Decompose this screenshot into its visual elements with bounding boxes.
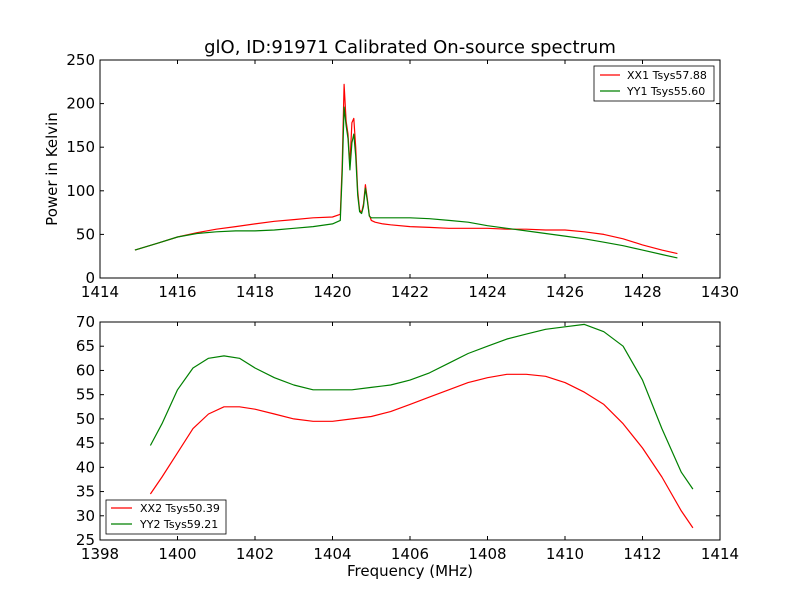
top-y-axis-label: Power in Kelvin (43, 112, 61, 226)
bottom-series-line-green (149, 323, 694, 490)
bottom-x-tick-label: 1406 (391, 545, 429, 563)
top-y-tick-label: 150 (66, 138, 95, 156)
bottom-y-tick-label: 55 (76, 386, 95, 404)
top-x-tick-label: 1414 (81, 283, 119, 301)
bottom-series-line-red (149, 373, 694, 529)
bottom-y-tick-label: 45 (76, 434, 95, 452)
top-x-tick-label: 1416 (158, 283, 196, 301)
legend-label-xx2: XX2 Tsys50.39 (140, 502, 220, 515)
top-x-tick-label: 1420 (313, 283, 351, 301)
bottom-y-tick-label: 40 (76, 458, 95, 476)
bottom-y-tick-label: 50 (76, 410, 95, 428)
top-x-tick-label: 1424 (468, 283, 506, 301)
bottom-panel: 1398 1400 1402 1404 1406 1408 1410 1412 1414 25 30… (76, 313, 739, 580)
top-y-tick-label: 250 (66, 51, 95, 69)
bottom-x-tick-label: 1404 (313, 545, 351, 563)
bottom-y-tick-label: 70 (76, 313, 95, 331)
bottom-x-tick-label: 1414 (701, 545, 739, 563)
bottom-y-tick-label: 25 (76, 531, 95, 549)
chart-title: glO, ID:91971 Calibrated On-source spect… (204, 37, 616, 58)
top-legend-box (593, 65, 715, 102)
bottom-x-tick-label: 1398 (81, 545, 119, 563)
legend-label-yy1: YY1 Tsys55.60 (626, 85, 705, 98)
top-legend: XX1 Tsys57.88 YY1 Tsys55.60 (593, 65, 715, 102)
legend-label-yy2: YY2 Tsys59.21 (139, 518, 218, 531)
top-y-tick-label: 50 (76, 225, 95, 243)
bottom-x-tick-label: 1408 (468, 545, 506, 563)
top-y-tick-label: 0 (85, 269, 95, 287)
legend-label-xx1: XX1 Tsys57.88 (627, 69, 707, 82)
bottom-x-tick-label: 1412 (623, 545, 661, 563)
bottom-x-tick-label: 1400 (158, 545, 196, 563)
top-panel: 1414 1416 1418 1420 1422 1424 1426 1428 1430 0 50 1… (43, 51, 739, 301)
top-x-tick-label: 1430 (701, 283, 739, 301)
bottom-y-tick-label: 65 (76, 337, 95, 355)
top-x-tick-label: 1422 (391, 283, 429, 301)
top-y-tick-label: 200 (66, 95, 95, 113)
top-y-tick-label: 100 (66, 182, 95, 200)
top-x-tick-label: 1428 (623, 283, 661, 301)
bottom-y-tick-label: 60 (76, 361, 95, 379)
bottom-x-tick-label: 1402 (236, 545, 274, 563)
bottom-legend: XX2 Tsys50.39 YY2 Tsys59.21 (105, 499, 227, 535)
bottom-y-tick-label: 35 (76, 483, 95, 501)
top-x-tick-label: 1418 (236, 283, 274, 301)
bottom-y-tick-label: 30 (76, 507, 95, 525)
top-series-line-green (134, 106, 678, 259)
top-x-tick-label: 1426 (546, 283, 584, 301)
bottom-x-tick-label: 1410 (546, 545, 584, 563)
bottom-x-axis-label: Frequency (MHz) (347, 562, 473, 580)
bottom-legend-box (105, 499, 227, 535)
